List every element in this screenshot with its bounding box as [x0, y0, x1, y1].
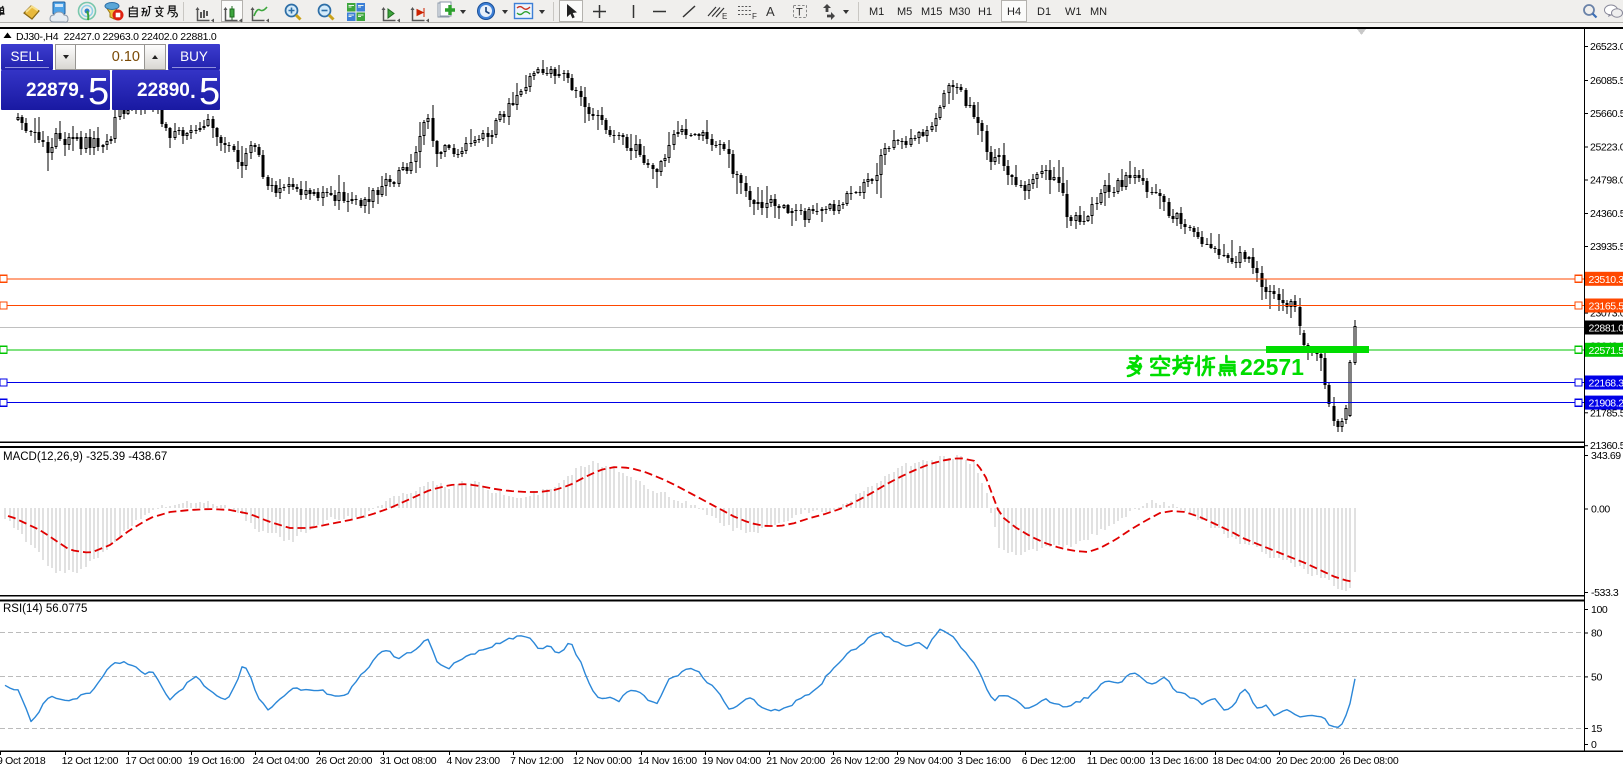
svg-text:14 Nov 16:00: 14 Nov 16:00 — [638, 755, 697, 767]
svg-text:21785.5: 21785.5 — [1590, 407, 1623, 419]
svg-text:H4: H4 — [1007, 6, 1021, 18]
svg-text:W1: W1 — [1065, 6, 1082, 18]
svg-text:0: 0 — [1591, 739, 1597, 751]
svg-text:24798.0: 24798.0 — [1590, 175, 1623, 187]
svg-text:M30: M30 — [949, 6, 970, 18]
svg-text:23165.5: 23165.5 — [1589, 301, 1623, 313]
svg-text:25223.0: 25223.0 — [1590, 142, 1623, 154]
svg-text:T: T — [796, 7, 803, 19]
svg-text:21 Nov 20:00: 21 Nov 20:00 — [766, 755, 825, 767]
svg-text:20 Dec 20:00: 20 Dec 20:00 — [1276, 755, 1335, 767]
svg-text:22571.5: 22571.5 — [1589, 345, 1623, 357]
svg-text:19 Oct 16:00: 19 Oct 16:00 — [188, 755, 245, 767]
svg-text:0.00: 0.00 — [1591, 504, 1610, 516]
svg-text:23510.3: 23510.3 — [1589, 274, 1623, 286]
svg-text:MN: MN — [1090, 6, 1107, 18]
svg-text:12 Nov 00:00: 12 Nov 00:00 — [573, 755, 632, 767]
svg-text:24 Oct 04:00: 24 Oct 04:00 — [253, 755, 310, 767]
svg-text:7 Nov 12:00: 7 Nov 12:00 — [510, 755, 564, 767]
svg-text:31 Oct 08:00: 31 Oct 08:00 — [380, 755, 437, 767]
svg-text:22881.0: 22881.0 — [1589, 323, 1623, 335]
svg-text:11 Dec 00:00: 11 Dec 00:00 — [1087, 755, 1146, 767]
svg-text:21908.2: 21908.2 — [1589, 398, 1623, 410]
svg-text:9 Oct 2018: 9 Oct 2018 — [0, 755, 46, 767]
svg-text:M5: M5 — [897, 6, 912, 18]
svg-text:17 Oct 00:00: 17 Oct 00:00 — [125, 755, 182, 767]
svg-text:RSI(14) 56.0775: RSI(14) 56.0775 — [3, 603, 87, 615]
svg-text:E: E — [722, 12, 727, 21]
svg-text:F: F — [752, 12, 757, 21]
svg-text:13 Dec 16:00: 13 Dec 16:00 — [1149, 755, 1208, 767]
svg-text:25660.5: 25660.5 — [1590, 108, 1623, 120]
svg-text:12 Oct 12:00: 12 Oct 12:00 — [62, 755, 119, 767]
svg-text:6 Dec 12:00: 6 Dec 12:00 — [1022, 755, 1076, 767]
svg-text:80: 80 — [1591, 628, 1602, 640]
svg-text:M1: M1 — [869, 6, 884, 18]
svg-text:3 Dec 16:00: 3 Dec 16:00 — [957, 755, 1011, 767]
svg-text:18 Dec 04:00: 18 Dec 04:00 — [1212, 755, 1271, 767]
svg-text:M15: M15 — [921, 6, 942, 18]
svg-text:50: 50 — [1591, 671, 1602, 683]
svg-text:26085.5: 26085.5 — [1590, 75, 1623, 87]
svg-text:H1: H1 — [978, 6, 992, 18]
svg-text:26 Nov 12:00: 26 Nov 12:00 — [830, 755, 889, 767]
svg-text:4 Nov 23:00: 4 Nov 23:00 — [447, 755, 501, 767]
svg-text:MACD(12,26,9) -325.39 -438.67: MACD(12,26,9) -325.39 -438.67 — [3, 451, 167, 463]
svg-text:15: 15 — [1591, 723, 1602, 735]
svg-text:343.69: 343.69 — [1591, 450, 1621, 462]
svg-text:29 Nov 04:00: 29 Nov 04:00 — [894, 755, 953, 767]
svg-text:26523.0: 26523.0 — [1590, 41, 1623, 53]
svg-text:22168.3: 22168.3 — [1589, 378, 1623, 390]
svg-text:100: 100 — [1591, 604, 1608, 616]
svg-text:D1: D1 — [1037, 6, 1051, 18]
svg-text:-533.3: -533.3 — [1591, 587, 1619, 599]
svg-text:24360.5: 24360.5 — [1590, 208, 1623, 220]
svg-text:19 Nov 04:00: 19 Nov 04:00 — [702, 755, 761, 767]
svg-text:26 Oct 20:00: 26 Oct 20:00 — [316, 755, 373, 767]
svg-text:A: A — [766, 4, 775, 19]
svg-text:23935.5: 23935.5 — [1590, 241, 1623, 253]
svg-text:26 Dec 08:00: 26 Dec 08:00 — [1340, 755, 1399, 767]
svg-text:DJ30-,H4 22427.0 22963.0 2240: DJ30-,H4 22427.0 22963.0 22402.0 22881.0 — [16, 31, 217, 43]
svg-text:21360.5: 21360.5 — [1590, 440, 1623, 452]
